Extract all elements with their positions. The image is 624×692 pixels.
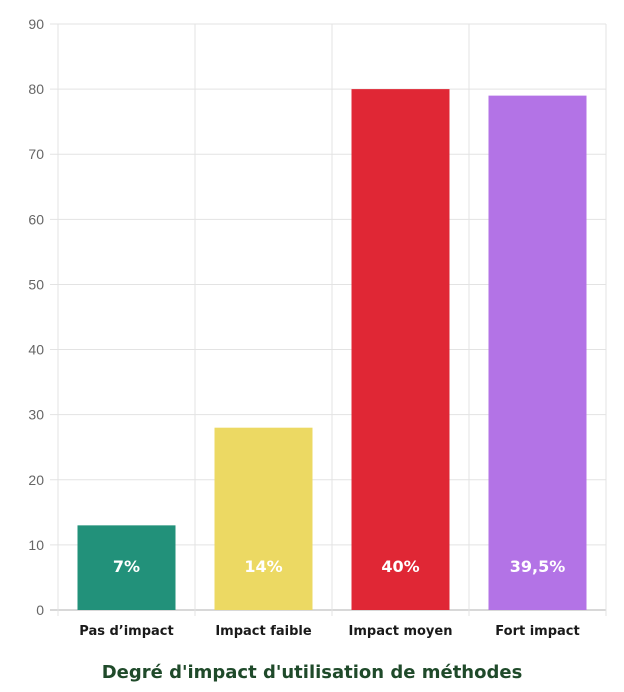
y-tick-label: 0: [36, 602, 44, 618]
bar: [351, 89, 450, 611]
y-tick-label: 20: [28, 472, 44, 488]
y-tick-label: 70: [28, 146, 44, 162]
y-tick-label: 30: [28, 407, 44, 423]
y-axis: 0 10 20 30 40 50 60 70 80 90: [28, 16, 44, 618]
data-label: 7%: [113, 557, 140, 576]
bar: [214, 427, 313, 610]
y-tick-label: 80: [28, 81, 44, 97]
x-axis: Pas d’impact Impact faible Impact moyen For…: [79, 624, 579, 639]
y-tick-label: 40: [28, 342, 44, 358]
bar: [77, 525, 176, 610]
x-tick-label: Fort impact: [495, 624, 579, 639]
chart-title: Degré d'impact d'utilisation de méthodes: [101, 662, 523, 683]
y-tick-label: 90: [28, 16, 44, 32]
data-label: 40%: [381, 557, 419, 576]
bar-chart: 0 10 20 30 40 50 60 70 80 90 7% 14% 40% 39,5% Pas d’…: [28, 16, 607, 639]
y-tick-label: 60: [28, 211, 44, 227]
bar: [488, 95, 587, 611]
x-tick-label: Pas d’impact: [79, 624, 173, 639]
data-label: 39,5%: [510, 557, 566, 576]
x-tick-label: Impact moyen: [349, 624, 453, 639]
bars: 7% 14% 40% 39,5%: [77, 89, 587, 611]
gridlines: [50, 23, 607, 616]
y-tick-label: 10: [28, 537, 44, 553]
x-tick-label: Impact faible: [215, 624, 312, 639]
y-tick-label: 50: [28, 276, 44, 292]
data-label: 14%: [244, 557, 282, 576]
